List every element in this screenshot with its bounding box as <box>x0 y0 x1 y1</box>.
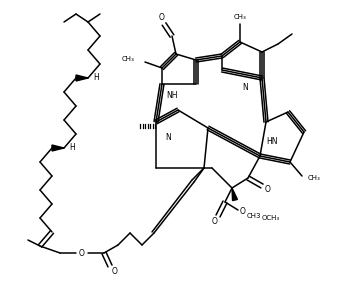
Text: HN: HN <box>266 137 278 146</box>
Text: O: O <box>212 217 218 226</box>
Polygon shape <box>52 145 64 151</box>
Text: O: O <box>265 185 271 194</box>
Text: OCH₃: OCH₃ <box>262 215 280 221</box>
Polygon shape <box>232 188 238 201</box>
Polygon shape <box>76 75 88 81</box>
Text: O: O <box>240 207 246 216</box>
Text: H: H <box>69 144 75 153</box>
Text: CH₃: CH₃ <box>308 175 321 181</box>
Text: CH₃: CH₃ <box>234 14 246 20</box>
Text: NH: NH <box>166 90 178 99</box>
Text: N: N <box>242 83 248 92</box>
Text: CH3: CH3 <box>247 213 261 219</box>
Text: O: O <box>159 12 165 22</box>
Text: O: O <box>79 248 85 257</box>
Text: H: H <box>93 74 99 83</box>
Text: CH₃: CH₃ <box>121 56 134 62</box>
Text: O: O <box>112 266 118 275</box>
Text: N: N <box>165 133 171 142</box>
